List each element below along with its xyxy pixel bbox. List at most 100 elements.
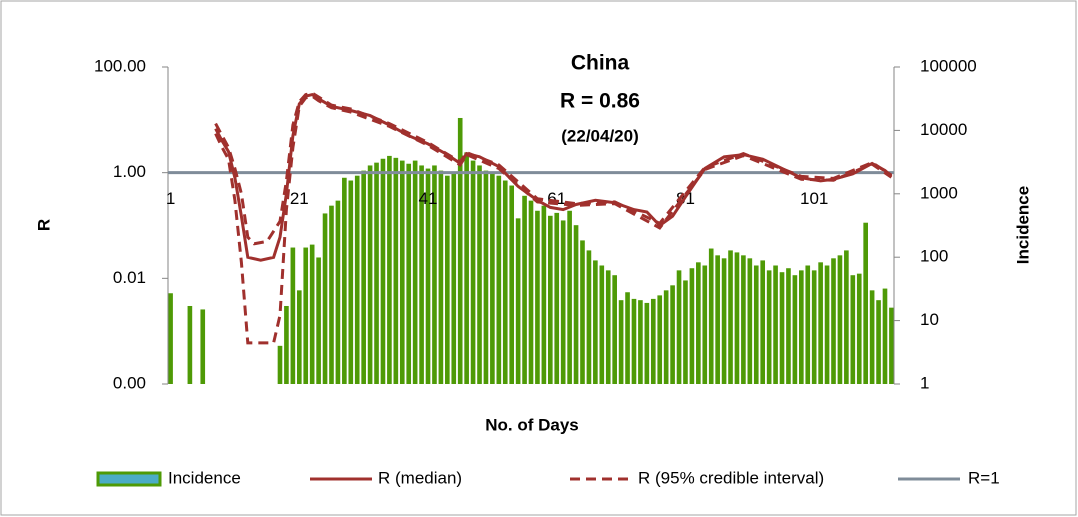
bar <box>477 165 482 384</box>
bar <box>638 300 643 384</box>
x-tick-label: 41 <box>419 189 438 208</box>
legend-label: R (median) <box>378 468 462 487</box>
bar <box>882 288 888 384</box>
legend-label: R=1 <box>968 468 1000 487</box>
ci-line <box>214 94 893 345</box>
bar <box>567 210 572 384</box>
bar <box>580 240 585 384</box>
bar <box>361 170 366 384</box>
bar <box>406 163 412 384</box>
bar <box>419 165 424 384</box>
legend-label: Incidence <box>168 468 241 487</box>
y-tick-label: 0.01 <box>113 268 146 287</box>
bar <box>831 258 836 384</box>
bar <box>367 165 373 384</box>
bar <box>689 268 695 384</box>
x-tick-label: 61 <box>547 189 566 208</box>
bar <box>554 212 560 384</box>
bar <box>342 177 347 384</box>
bar <box>490 172 495 384</box>
bar <box>631 298 637 384</box>
bar <box>753 265 759 384</box>
bar <box>799 270 804 384</box>
bar <box>284 305 289 384</box>
x-tick-label: 1 <box>166 189 175 208</box>
chart-title: China <box>571 52 630 75</box>
bar <box>663 290 669 384</box>
bar <box>496 175 502 384</box>
bar <box>844 250 849 384</box>
bar <box>354 175 360 384</box>
bar <box>393 157 399 384</box>
bar <box>528 200 534 384</box>
bar <box>856 273 862 384</box>
bar <box>747 258 753 384</box>
bar <box>509 185 515 384</box>
bar <box>773 265 778 384</box>
y2-tick-label: 1000 <box>920 183 958 202</box>
bar <box>277 345 283 384</box>
bar <box>734 252 740 384</box>
bar <box>303 247 309 384</box>
legend-swatch <box>96 471 162 487</box>
bar <box>766 270 772 384</box>
bar <box>470 160 476 384</box>
bar <box>741 255 746 384</box>
bar <box>670 285 675 384</box>
bar <box>290 247 296 384</box>
bar <box>309 244 315 384</box>
bar <box>618 300 624 384</box>
bar <box>432 165 437 384</box>
y-tick-label: 1.00 <box>113 162 146 181</box>
y-tick-label: 0.00 <box>113 373 146 392</box>
bar <box>380 158 386 384</box>
bar <box>535 210 540 384</box>
x-axis-label: No. of Days <box>485 415 579 434</box>
bar <box>889 307 894 384</box>
bar <box>837 255 843 384</box>
bar <box>863 222 868 384</box>
bar <box>560 220 566 384</box>
annotation: R = 0.86 <box>560 90 640 113</box>
bar <box>464 152 469 384</box>
bar <box>457 117 463 384</box>
bar <box>779 272 785 384</box>
bar <box>522 195 527 384</box>
bar <box>657 295 663 384</box>
bar <box>605 270 611 384</box>
y2-tick-label: 100000 <box>920 56 977 75</box>
bar <box>786 268 791 384</box>
bar <box>329 205 334 384</box>
y2-tick-label: 10000 <box>920 120 967 139</box>
bar <box>573 225 579 384</box>
bar <box>335 200 341 384</box>
bar <box>715 255 720 384</box>
bar <box>445 175 450 384</box>
y-axis-label: R <box>34 219 53 231</box>
bar <box>683 280 688 384</box>
annotation: (22/04/20) <box>561 126 639 145</box>
bar <box>696 262 701 384</box>
ci-line <box>214 91 893 246</box>
bar <box>425 168 431 384</box>
bar <box>515 218 521 384</box>
bar <box>586 250 592 384</box>
bar <box>612 275 617 384</box>
x-tick-label: 21 <box>290 189 309 208</box>
bar <box>387 155 392 384</box>
bar <box>451 172 457 384</box>
bar <box>200 309 206 384</box>
bar <box>316 257 321 384</box>
bar <box>322 213 328 384</box>
bar <box>593 260 598 384</box>
bar <box>869 290 875 384</box>
bar <box>824 265 830 384</box>
bar <box>811 270 817 384</box>
bar <box>818 262 823 384</box>
bar <box>541 205 547 384</box>
bar <box>438 170 444 384</box>
bar <box>296 290 302 384</box>
bar <box>644 302 650 384</box>
bar <box>760 260 766 384</box>
